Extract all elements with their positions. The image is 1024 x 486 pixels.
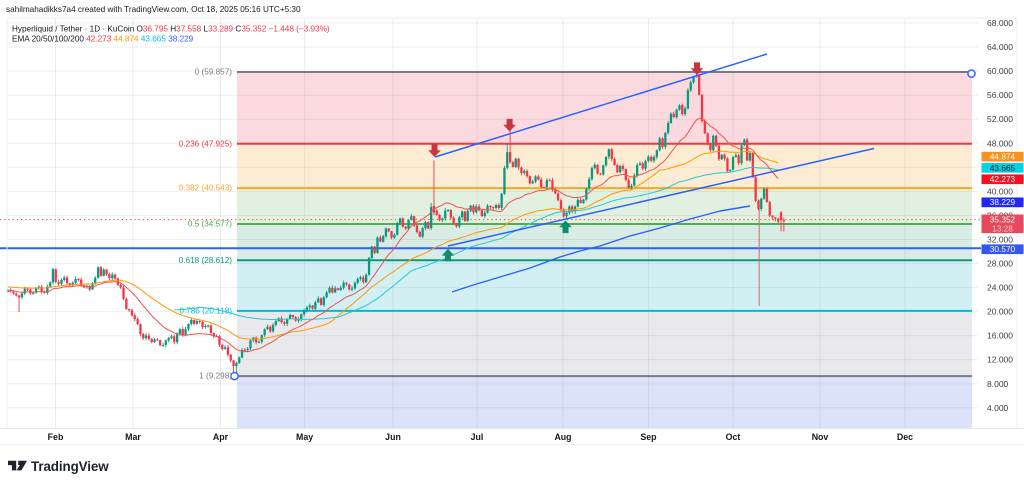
- svg-text:0 (59.857): 0 (59.857): [195, 68, 233, 77]
- svg-text:52.000: 52.000: [987, 114, 1013, 124]
- svg-text:60.000: 60.000: [987, 66, 1013, 76]
- svg-text:28.000: 28.000: [987, 259, 1013, 269]
- svg-text:30.570: 30.570: [990, 244, 1016, 254]
- svg-text:Dec: Dec: [897, 432, 913, 442]
- svg-text:20.000: 20.000: [987, 307, 1013, 317]
- svg-text:TradingView: TradingView: [31, 459, 109, 474]
- svg-text:0.786 (20.118): 0.786 (20.118): [179, 307, 232, 316]
- svg-text:Jul: Jul: [471, 432, 484, 442]
- svg-text:Feb: Feb: [48, 432, 64, 442]
- svg-text:40.000: 40.000: [987, 186, 1013, 196]
- svg-text:May: May: [296, 432, 313, 442]
- svg-text:0.236 (47.925): 0.236 (47.925): [179, 139, 233, 148]
- svg-text:32.000: 32.000: [987, 235, 1013, 245]
- svg-text:Hyperliquid / Tether · 1D · Ku: Hyperliquid / Tether · 1D · KuCoin O36.7…: [12, 25, 330, 34]
- svg-text:43.665: 43.665: [990, 163, 1016, 173]
- svg-text:48.000: 48.000: [987, 138, 1013, 148]
- svg-text:Oct: Oct: [726, 432, 741, 442]
- svg-text:4.000: 4.000: [987, 403, 1009, 413]
- svg-text:Jun: Jun: [385, 432, 401, 442]
- svg-text:Sep: Sep: [640, 432, 657, 442]
- svg-text:0.382 (40.543): 0.382 (40.543): [179, 184, 233, 193]
- svg-text:Aug: Aug: [554, 432, 571, 442]
- svg-text:44.874: 44.874: [990, 152, 1016, 162]
- svg-text:13:28: 13:28: [992, 224, 1013, 234]
- svg-text:Apr: Apr: [213, 432, 229, 442]
- svg-text:8.000: 8.000: [987, 379, 1009, 389]
- svg-text:64.000: 64.000: [987, 42, 1013, 52]
- svg-text:0.5 (34.577): 0.5 (34.577): [188, 220, 232, 229]
- svg-text:EMA 20/50/100/200 42.273 44.: EMA 20/50/100/200 42.273 44.874 43.665 3…: [12, 35, 194, 44]
- svg-text:Nov: Nov: [812, 432, 829, 442]
- svg-text:42.273: 42.273: [990, 174, 1016, 184]
- svg-text:56.000: 56.000: [987, 90, 1013, 100]
- svg-text:sahilmahadikks7a4 created with: sahilmahadikks7a4 created with TradingVi…: [6, 5, 301, 14]
- svg-text:0.618 (28.612): 0.618 (28.612): [179, 256, 233, 265]
- svg-text:12.000: 12.000: [987, 355, 1013, 365]
- svg-text:38.229: 38.229: [990, 197, 1016, 207]
- svg-text:16.000: 16.000: [987, 331, 1013, 341]
- svg-text:68.000: 68.000: [987, 18, 1013, 28]
- svg-text:35.352: 35.352: [990, 215, 1016, 225]
- svg-text:Mar: Mar: [125, 432, 141, 442]
- svg-text:1 (9.298): 1 (9.298): [199, 372, 232, 381]
- svg-text:24.000: 24.000: [987, 283, 1013, 293]
